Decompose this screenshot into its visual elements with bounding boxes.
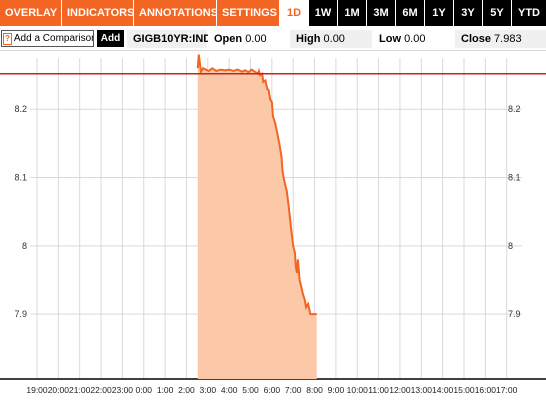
range-ytd-button[interactable]: YTD [512, 0, 546, 26]
overlay-label: OVERLAY [5, 7, 58, 19]
y-tick-label-right: 8.2 [508, 104, 521, 114]
x-tick-label: 9:00 [328, 385, 345, 395]
close-value: 7.983 [494, 33, 522, 45]
y-tick-label-right: 8.1 [508, 173, 521, 183]
high-stat: High 0.00 [290, 30, 372, 48]
price-area [197, 54, 317, 379]
range-1y-button[interactable]: 1Y [425, 0, 454, 26]
chart-toolbar: OVERLAY▼ INDICATORS▼ ANNOTATIONS▼ SETTIN… [0, 0, 546, 27]
x-tick-label: 11:00 [368, 385, 389, 395]
help-icon: ? [3, 33, 12, 45]
x-tick-label: 5:00 [242, 385, 259, 395]
x-tick-label: 0:00 [135, 385, 152, 395]
x-tick-label: 15:00 [453, 385, 475, 395]
low-stat: Low 0.00 [373, 30, 453, 48]
x-tick-label: 2:00 [178, 385, 195, 395]
add-comparison-button[interactable]: Add [97, 30, 124, 47]
annotations-menu[interactable]: ANNOTATIONS▼ [134, 0, 228, 26]
x-tick-label: 20:00 [48, 385, 70, 395]
y-tick-label-left: 8 [22, 241, 27, 251]
range-5y-button[interactable]: 5Y [483, 0, 512, 26]
close-label: Close [461, 33, 491, 45]
close-stat: Close 7.983 [455, 30, 546, 48]
comparison-placeholder: Add a Comparison [13, 33, 94, 44]
range-6m-button[interactable]: 6M [396, 0, 425, 26]
y-tick-label-right: 7.9 [508, 309, 521, 319]
x-tick-label: 17:00 [496, 385, 518, 395]
x-tick-label: 1:00 [157, 385, 174, 395]
overlay-menu[interactable]: OVERLAY▼ [0, 0, 67, 26]
ticker-label: GIGB10YR:IND [133, 33, 212, 45]
y-tick-label-left: 8.2 [14, 104, 27, 114]
x-tick-label: 22:00 [90, 385, 112, 395]
x-tick-label: 23:00 [112, 385, 134, 395]
x-tick-label: 16:00 [475, 385, 497, 395]
comparison-input[interactable]: ? Add a Comparison [1, 30, 94, 47]
x-tick-label: 13:00 [411, 385, 433, 395]
open-stat: Open 0.00 [208, 30, 288, 48]
y-tick-label-left: 8.1 [14, 173, 27, 183]
range-1d-button[interactable]: 1D [280, 0, 309, 26]
open-label: Open [214, 33, 243, 45]
x-tick-label: 7:00 [285, 385, 302, 395]
low-value: 0.00 [404, 33, 426, 45]
indicators-label: INDICATORS [67, 7, 135, 19]
x-tick-label: 10:00 [347, 385, 369, 395]
x-axis: 19:00 20:00 21:00 22:00 23:00 0:00 1:00 2:00 3:0… [26, 385, 517, 395]
settings-label: SETTINGS [222, 7, 278, 19]
quote-bar: ? Add a Comparison Add GIGB10YR:IND Open … [0, 28, 546, 51]
price-line [196, 54, 317, 316]
x-tick-label: 6:00 [264, 385, 281, 395]
open-value: 0.00 [245, 33, 267, 45]
y-axis-left: 7.9 8 8.1 8.2 [14, 104, 27, 319]
y-tick-label-right: 8 [508, 241, 513, 251]
x-tick-label: 19:00 [26, 385, 48, 395]
range-3m-button[interactable]: 3M [367, 0, 396, 26]
price-chart: 7.9 8 8.1 8.2 7.9 8 8.1 8.2 19:00 20:00 21:00 22:… [0, 54, 546, 395]
high-label: High [296, 33, 321, 45]
x-tick-label: 4:00 [221, 385, 238, 395]
x-tick-label: 8:00 [306, 385, 323, 395]
x-tick-label: 21:00 [69, 385, 91, 395]
y-axis-right: 7.9 8 8.1 8.2 [508, 104, 521, 319]
x-tick-label: 12:00 [389, 385, 411, 395]
low-label: Low [379, 33, 401, 45]
high-value: 0.00 [323, 33, 345, 45]
indicators-menu[interactable]: INDICATORS▼ [62, 0, 144, 26]
range-1w-button[interactable]: 1W [309, 0, 338, 26]
ticker-symbol: GIGB10YR:IND [127, 30, 211, 48]
settings-menu[interactable]: SETTINGS▼ [217, 0, 287, 26]
range-1m-button[interactable]: 1M [338, 0, 367, 26]
range-3y-button[interactable]: 3Y [454, 0, 483, 26]
y-tick-label-left: 7.9 [14, 309, 27, 319]
x-tick-label: 3:00 [200, 385, 217, 395]
x-tick-label: 14:00 [432, 385, 454, 395]
annotations-label: ANNOTATIONS [139, 7, 219, 19]
